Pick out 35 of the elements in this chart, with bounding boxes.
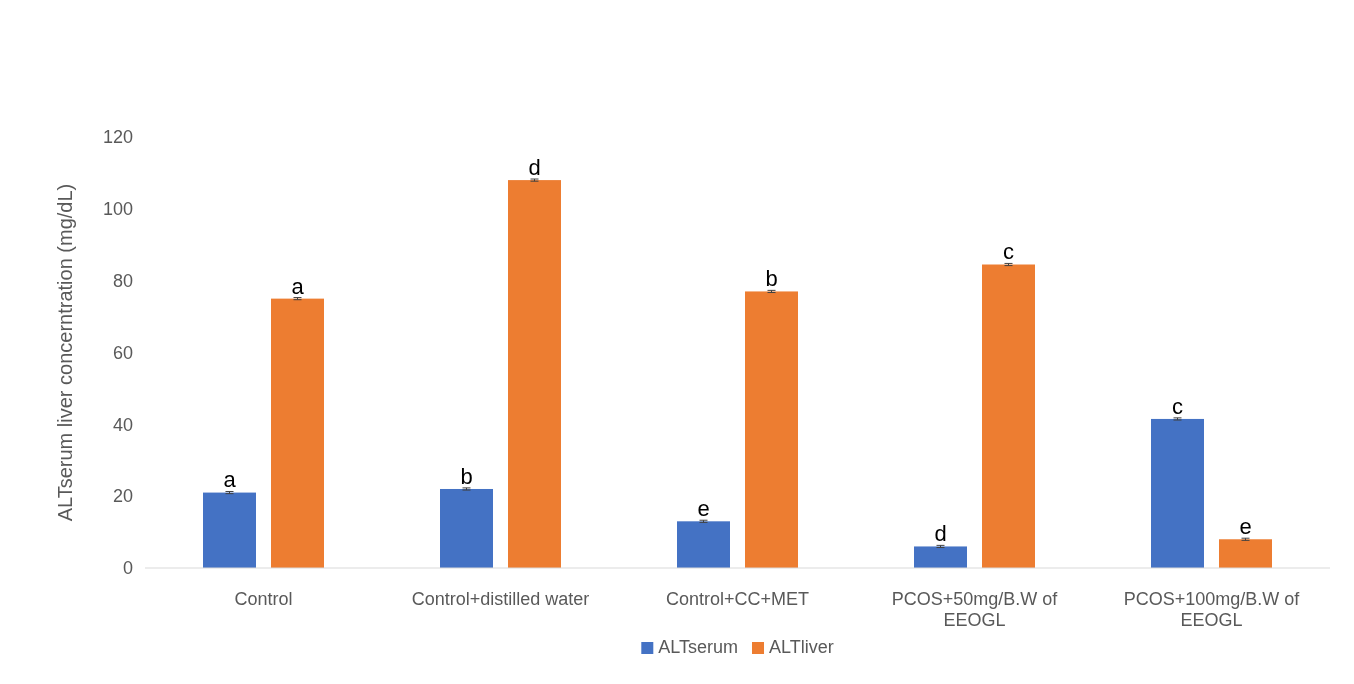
bar xyxy=(677,521,730,568)
y-tick-label: 60 xyxy=(112,342,133,363)
x-tick-label: Control xyxy=(234,588,293,609)
legend-label: ALTliver xyxy=(769,637,834,657)
y-axis-title: ALTserum liver concerntration (mg/dL) xyxy=(54,183,76,522)
y-tick-label: 0 xyxy=(122,558,133,579)
data-label: d xyxy=(934,521,947,547)
bar xyxy=(508,180,561,568)
y-tick-label: 40 xyxy=(112,414,133,435)
y-tick-label: 20 xyxy=(112,486,133,507)
y-tick-label: 100 xyxy=(102,199,133,220)
data-label: e xyxy=(697,496,710,522)
x-tick-label: Control+CC+MET xyxy=(665,588,810,609)
y-tick-label: 120 xyxy=(102,127,133,148)
data-label: a xyxy=(223,467,237,493)
bar xyxy=(1151,418,1204,568)
bar xyxy=(1219,539,1272,568)
x-tick-label: Control+distilled water xyxy=(411,588,590,609)
bar xyxy=(440,488,493,568)
data-label: b xyxy=(765,266,778,292)
y-tick-label: 80 xyxy=(112,270,133,291)
bar xyxy=(745,291,798,568)
data-label: b xyxy=(460,463,473,489)
bar xyxy=(271,298,324,568)
data-label: c xyxy=(1003,239,1014,265)
data-label: c xyxy=(1172,393,1183,419)
x-tick-label: PCOS+100mg/B.W of EEOGL xyxy=(1123,588,1301,631)
x-tick-label: PCOS+50mg/B.W of EEOGL xyxy=(891,588,1059,631)
bar xyxy=(982,264,1035,568)
legend-label: ALTserum xyxy=(658,637,739,657)
data-label: e xyxy=(1239,514,1252,540)
bar xyxy=(203,492,256,568)
bar xyxy=(914,546,967,568)
data-label: a xyxy=(291,273,305,299)
data-label: d xyxy=(528,155,541,181)
